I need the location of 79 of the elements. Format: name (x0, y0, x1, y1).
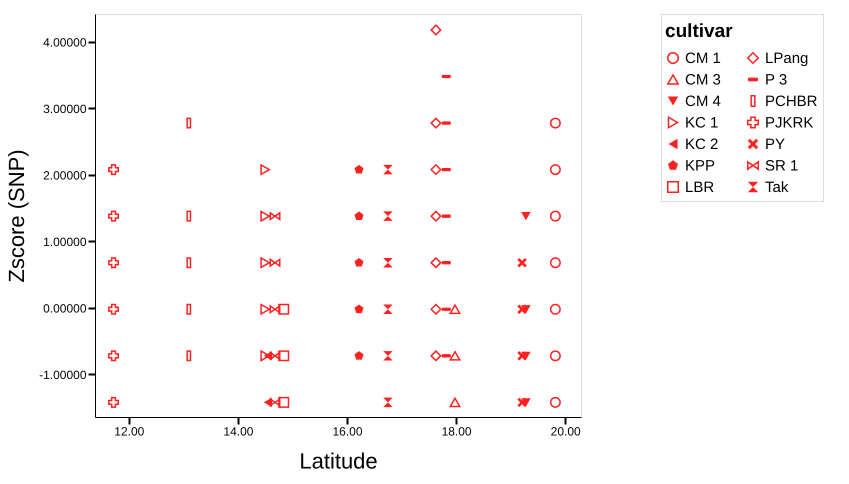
y-tick-label: 1.00000 (43, 234, 87, 249)
x-tick-label: 18.00 (442, 424, 472, 438)
y-axis-title: Zscore (SNP) (4, 149, 30, 283)
point (450, 398, 460, 408)
point (270, 212, 280, 220)
point (550, 257, 561, 268)
point (108, 210, 120, 222)
point (450, 304, 460, 314)
point (550, 118, 561, 129)
y-tick-label: 0.00000 (43, 301, 87, 316)
x-tick-label: 14.00 (223, 424, 254, 438)
point (354, 258, 364, 267)
point (354, 304, 364, 314)
point (108, 164, 120, 176)
legend-label: PY (765, 136, 786, 153)
legend-label: CM 4 (685, 93, 721, 110)
point (517, 351, 527, 361)
point (278, 304, 290, 315)
x-tick-label: 12.00 (114, 424, 145, 438)
point (383, 351, 393, 361)
point (354, 164, 364, 174)
point (517, 258, 527, 268)
legend-label: P 3 (765, 72, 788, 88)
point (108, 350, 120, 362)
point (430, 210, 442, 222)
point (278, 350, 290, 362)
point (260, 257, 270, 268)
point (430, 164, 442, 176)
legend-label: SR 1 (765, 158, 798, 174)
point (108, 257, 120, 268)
x-tick-label: 20.00 (550, 424, 582, 438)
point (383, 211, 393, 221)
point (550, 350, 561, 362)
point (430, 304, 442, 315)
point (278, 396, 290, 408)
y-tick-label: 2.00000 (43, 168, 87, 182)
legend-label: CM 3 (685, 72, 721, 88)
legend-label: PJKRK (765, 114, 814, 132)
point (430, 118, 442, 129)
point (270, 352, 280, 360)
x-axis-title: Latitude (299, 448, 378, 474)
legend-label: Tak (765, 179, 789, 196)
point (430, 257, 442, 268)
point (550, 210, 561, 222)
point (517, 304, 527, 314)
y-tick-label: 4.00000 (43, 35, 87, 50)
y-tick-label: 3.00000 (43, 102, 87, 116)
point (550, 396, 561, 408)
x-tick-label: 16.00 (332, 424, 363, 438)
point (550, 304, 561, 315)
point (430, 350, 442, 362)
legend-title: cultivar (665, 21, 734, 42)
point (430, 24, 442, 36)
point (260, 164, 270, 176)
point (517, 398, 527, 408)
legend-label: KC 2 (685, 136, 718, 153)
point (383, 398, 393, 408)
point (550, 164, 561, 176)
point (383, 164, 393, 174)
legend-label: LBR (685, 179, 714, 196)
point (270, 258, 280, 267)
legend-label: PCHBR (765, 93, 818, 110)
legend-label: KC 1 (685, 114, 718, 132)
point (354, 351, 364, 360)
point (521, 212, 531, 220)
legend-label: LPang (765, 50, 808, 67)
point (354, 211, 364, 220)
point (260, 210, 270, 222)
legend-label: KPP (685, 158, 716, 174)
point (383, 258, 393, 268)
point (108, 304, 120, 315)
y-tick-label: -1.00000 (39, 368, 87, 382)
point (270, 305, 280, 314)
point (260, 304, 270, 315)
point (383, 304, 393, 314)
point (270, 398, 280, 406)
point (450, 350, 460, 361)
point (108, 396, 120, 408)
legend-label: CM 1 (685, 50, 721, 67)
